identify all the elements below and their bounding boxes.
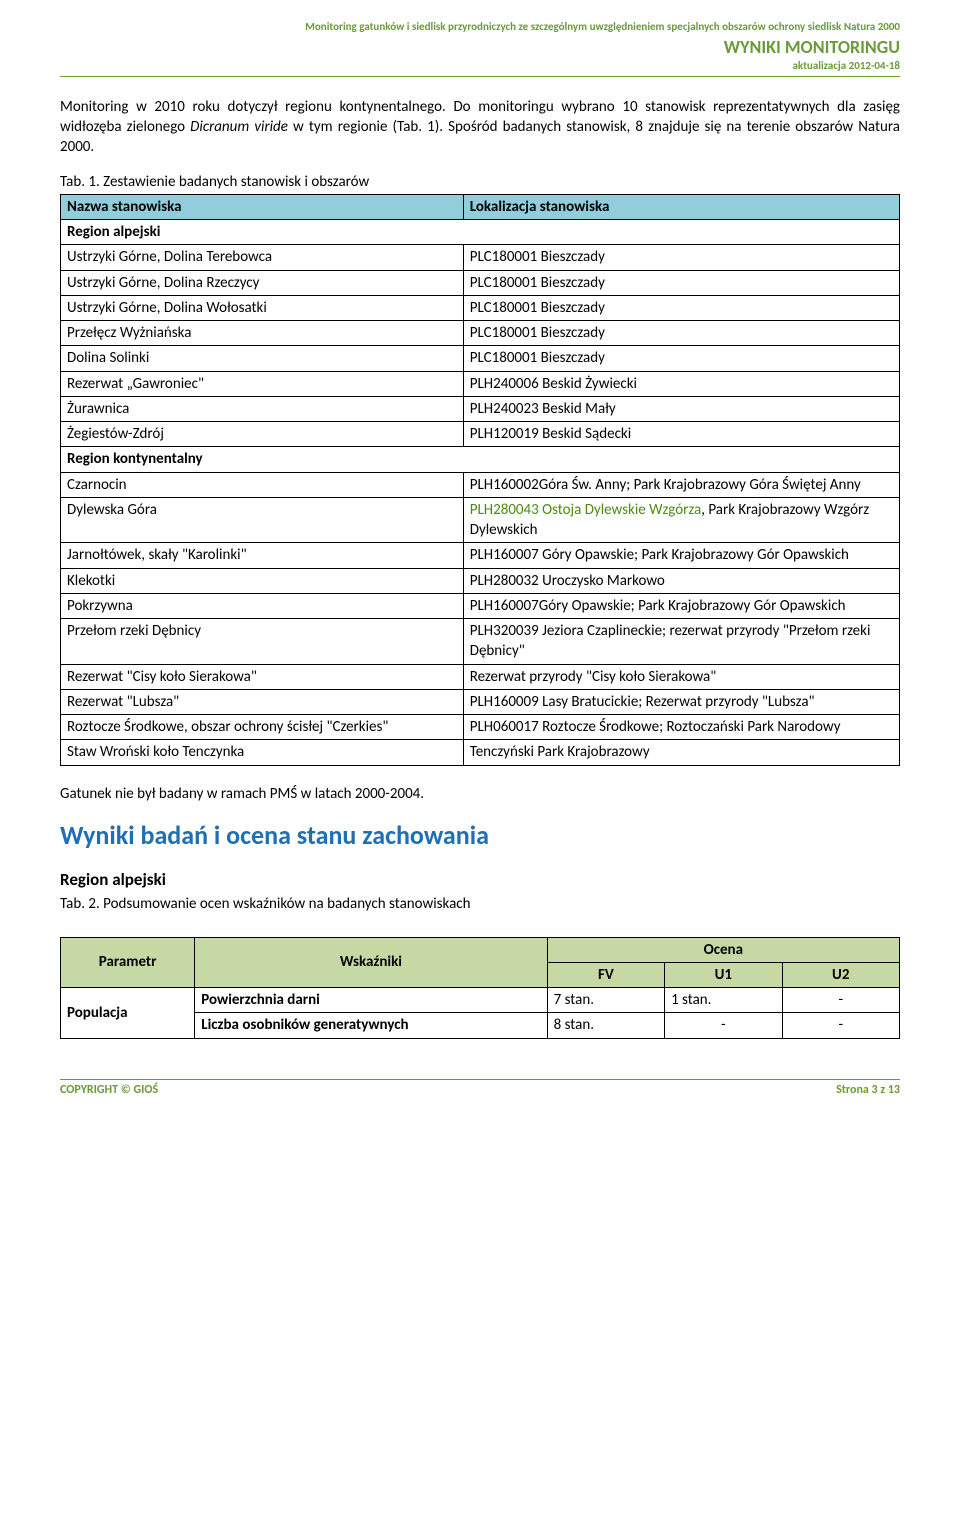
table-row: Żegiestów-ZdrójPLH120019 Beskid Sądecki: [61, 422, 900, 447]
table2-col-u2: U2: [782, 962, 899, 987]
table1-region2-label: Region kontynentalny: [61, 447, 900, 472]
table-cell-loc: PLC180001 Bieszczady: [463, 295, 899, 320]
header-update-date: aktualizacja 2012-04-18: [60, 59, 900, 77]
table-cell-name: Rezerwat „Gawroniec": [61, 371, 464, 396]
table-cell-loc: PLH160009 Lasy Bratucickie; Rezerwat prz…: [463, 689, 899, 714]
table1-header-row: Nazwa stanowiska Lokalizacja stanowiska: [61, 194, 900, 219]
table-row: Roztocze Środkowe, obszar ochrony ścisłe…: [61, 715, 900, 740]
table-row: PopulacjaPowierzchnia darni7 stan.1 stan…: [61, 988, 900, 1013]
table1-caption: Tab. 1. Zestawienie badanych stanowisk i…: [60, 172, 900, 192]
table-cell-loc: PLH280032 Uroczysko Markowo: [463, 568, 899, 593]
table-cell-param: Populacja: [61, 988, 195, 1039]
table-cell-name: Dylewska Góra: [61, 497, 464, 543]
after-table-note: Gatunek nie był badany w ramach PMŚ w la…: [60, 784, 900, 804]
table-cell-name: Ustrzyki Górne, Dolina Rzeczycy: [61, 270, 464, 295]
table-cell-name: Ustrzyki Górne, Dolina Wołosatki: [61, 295, 464, 320]
table2-header-row1: Parametr Wskaźniki Ocena: [61, 937, 900, 962]
table-cell-loc: PLH160007Góry Opawskie; Park Krajobrazow…: [463, 593, 899, 618]
table-row: Przełom rzeki DębnicyPLH320039 Jeziora C…: [61, 619, 900, 665]
table2-col-u1: U1: [665, 962, 782, 987]
header-title-small: Monitoring gatunków i siedlisk przyrodni…: [60, 20, 900, 35]
table-wskazniki: Parametr Wskaźniki Ocena FV U1 U2 Popula…: [60, 937, 900, 1039]
table-cell-loc: Rezerwat przyrody "Cisy koło Sierakowa": [463, 664, 899, 689]
table-cell-name: Żegiestów-Zdrój: [61, 422, 464, 447]
table-row: CzarnocinPLH160002Góra Św. Anny; Park Kr…: [61, 472, 900, 497]
table-cell-name: Przełom rzeki Dębnicy: [61, 619, 464, 665]
table-cell-name: Pokrzywna: [61, 593, 464, 618]
table2-col-param: Parametr: [61, 937, 195, 988]
table-row: Przełęcz WyżniańskaPLC180001 Bieszczady: [61, 321, 900, 346]
table-row: Dolina SolinkiPLC180001 Bieszczady: [61, 346, 900, 371]
table2-col-fv: FV: [547, 962, 664, 987]
table1-region1-row: Region alpejski: [61, 220, 900, 245]
table-row: Rezerwat "Lubsza"PLH160009 Lasy Bratucic…: [61, 689, 900, 714]
table-row: Ustrzyki Górne, Dolina TerebowcaPLC18000…: [61, 245, 900, 270]
table-cell-loc: PLC180001 Bieszczady: [463, 245, 899, 270]
table-row: Rezerwat "Cisy koło Sierakowa"Rezerwat p…: [61, 664, 900, 689]
footer-copyright: COPYRIGHT © GIOŚ: [60, 1082, 158, 1098]
table-stanowiska: Nazwa stanowiska Lokalizacja stanowiska …: [60, 194, 900, 766]
table1-region1-label: Region alpejski: [61, 220, 900, 245]
table-row: ŻurawnicaPLH240023 Beskid Mały: [61, 396, 900, 421]
table-cell-loc: PLH160002Góra Św. Anny; Park Krajobrazow…: [463, 472, 899, 497]
table-cell-loc: PLH240006 Beskid Żywiecki: [463, 371, 899, 396]
table-cell-name: Jarnołtówek, skały "Karolinki": [61, 543, 464, 568]
table-cell-wsk: Powierzchnia darni: [195, 988, 547, 1013]
table1-col2-header: Lokalizacja stanowiska: [463, 194, 899, 219]
table-cell-loc: PLC180001 Bieszczady: [463, 270, 899, 295]
table-cell-loc: PLC180001 Bieszczady: [463, 346, 899, 371]
intro-species-name: Dicranum viride: [190, 118, 288, 136]
table-cell-value: -: [665, 1013, 782, 1038]
table-cell-name: Klekotki: [61, 568, 464, 593]
table-cell-value: 7 stan.: [547, 988, 664, 1013]
table-cell-value: 8 stan.: [547, 1013, 664, 1038]
table-cell-loc: PLC180001 Bieszczady: [463, 321, 899, 346]
header-title-main: WYNIKI MONITORINGU: [60, 35, 900, 59]
table-cell-loc: PLH320039 Jeziora Czaplineckie; rezerwat…: [463, 619, 899, 665]
table-cell-loc: PLH120019 Beskid Sądecki: [463, 422, 899, 447]
table-cell-name: Przełęcz Wyżniańska: [61, 321, 464, 346]
table-cell-loc: PLH240023 Beskid Mały: [463, 396, 899, 421]
table-row: KlekotkiPLH280032 Uroczysko Markowo: [61, 568, 900, 593]
table-row: Jarnołtówek, skały "Karolinki"PLH160007 …: [61, 543, 900, 568]
table-row: Dylewska GóraPLH280043 Ostoja Dylewskie …: [61, 497, 900, 543]
page-footer: COPYRIGHT © GIOŚ Strona 3 z 13: [60, 1079, 900, 1098]
table-cell-name: Rezerwat "Cisy koło Sierakowa": [61, 664, 464, 689]
table-cell-wsk: Liczba osobników generatywnych: [195, 1013, 547, 1038]
table-cell-name: Staw Wroński koło Tenczynka: [61, 740, 464, 765]
table-cell-loc: PLH280043 Ostoja Dylewskie Wzgórza, Park…: [463, 497, 899, 543]
table-cell-name: Rezerwat "Lubsza": [61, 689, 464, 714]
table-row: Staw Wroński koło TenczynkaTenczyński Pa…: [61, 740, 900, 765]
section-results-heading: Wyniki badań i ocena stanu zachowania: [60, 818, 900, 853]
table-row: Ustrzyki Górne, Dolina RzeczycyPLC180001…: [61, 270, 900, 295]
table-cell-value: 1 stan.: [665, 988, 782, 1013]
table1-col1-header: Nazwa stanowiska: [61, 194, 464, 219]
table-row: PokrzywnaPLH160007Góry Opawskie; Park Kr…: [61, 593, 900, 618]
table-cell-name: Czarnocin: [61, 472, 464, 497]
table-row: Ustrzyki Górne, Dolina WołosatkiPLC18000…: [61, 295, 900, 320]
table1-region2-row: Region kontynentalny: [61, 447, 900, 472]
intro-paragraph: Monitoring w 2010 roku dotyczył regionu …: [60, 97, 900, 158]
table-cell-loc: PLH160007 Góry Opawskie; Park Krajobrazo…: [463, 543, 899, 568]
footer-page-number: Strona 3 z 13: [836, 1082, 900, 1098]
table-cell-loc: Tenczyński Park Krajobrazowy: [463, 740, 899, 765]
page-header: Monitoring gatunków i siedlisk przyrodni…: [60, 20, 900, 77]
table2-caption: Tab. 2. Podsumowanie ocen wskaźników na …: [60, 894, 900, 914]
table-cell-value: -: [782, 1013, 899, 1038]
table-cell-name: Ustrzyki Górne, Dolina Terebowca: [61, 245, 464, 270]
table-cell-name: Roztocze Środkowe, obszar ochrony ścisłe…: [61, 715, 464, 740]
table2-col-wsk: Wskaźniki: [195, 937, 547, 988]
table-cell-name: Dolina Solinki: [61, 346, 464, 371]
table-cell-value: -: [782, 988, 899, 1013]
region-subheading: Region alpejski: [60, 869, 900, 892]
table-row: Rezerwat „Gawroniec"PLH240006 Beskid Żyw…: [61, 371, 900, 396]
table-cell-name: Żurawnica: [61, 396, 464, 421]
table2-col-ocena: Ocena: [547, 937, 899, 962]
table-cell-loc: PLH060017 Roztocze Środkowe; Roztoczańsk…: [463, 715, 899, 740]
